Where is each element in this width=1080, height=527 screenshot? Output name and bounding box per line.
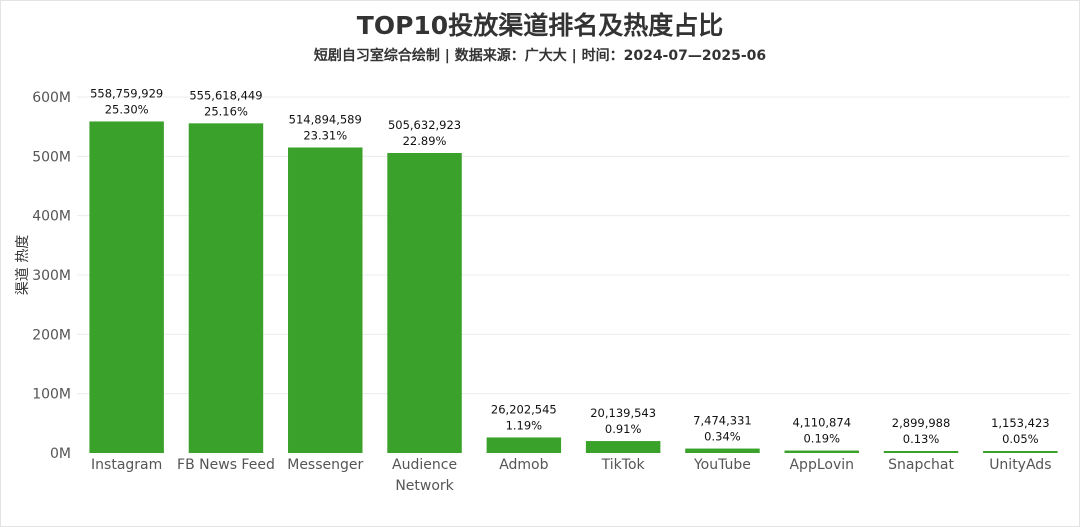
percent-label: 0.13% [903, 432, 940, 446]
x-tick-label: AppLovin [789, 457, 854, 473]
percent-label: 0.34% [704, 430, 741, 444]
x-tick-label: Snapchat [888, 457, 954, 473]
value-label: 1,153,423 [991, 416, 1050, 430]
x-tick-label: Audience [392, 457, 457, 473]
bar [288, 147, 363, 453]
x-tick-label: UnityAds [989, 457, 1051, 473]
x-tick-label: Messenger [287, 457, 363, 473]
value-label: 555,618,449 [189, 88, 262, 102]
value-label: 7,474,331 [693, 414, 752, 428]
x-tick-label: Network [395, 478, 454, 494]
y-axis-label: 渠道 热度 [15, 235, 31, 295]
percent-label: 22.89% [403, 134, 447, 148]
percent-label: 0.19% [803, 432, 840, 446]
bar [585, 441, 661, 453]
percent-label: 1.19% [506, 418, 543, 432]
y-tick-label: 0M [50, 446, 71, 462]
percent-label: 0.05% [1002, 432, 1039, 446]
value-label: 4,110,874 [792, 416, 851, 430]
percent-label: 25.16% [204, 104, 248, 118]
value-label: 505,632,923 [388, 118, 461, 132]
x-axis: Instagram FB News Feed Messenger Audience Ne… [91, 457, 1051, 494]
value-label: 20,139,543 [590, 406, 656, 420]
bar [486, 437, 562, 453]
x-tick-label: Instagram [91, 457, 162, 473]
bar [89, 121, 164, 453]
y-tick-label: 400M [32, 209, 71, 225]
value-label: 558,759,929 [90, 86, 163, 100]
data-labels: 558,759,929 25.30% 555,618,449 25.16% 514,89… [90, 86, 1050, 446]
chart-subtitle: 短剧自习室综合绘制 | 数据来源：广大大 | 时间：2024-07—2025-0… [313, 48, 767, 64]
y-tick-label: 200M [32, 327, 71, 343]
percent-label: 0.91% [605, 422, 642, 436]
bar [784, 450, 859, 453]
percent-label: 23.31% [303, 128, 347, 142]
bar [387, 152, 462, 453]
value-label: 26,202,545 [491, 402, 557, 416]
y-tick-label: 300M [32, 268, 71, 284]
bar [883, 451, 959, 453]
bar [983, 451, 1058, 453]
y-axis: 0M 100M 200M 300M 400M 500M 600M [32, 90, 71, 462]
bar [188, 123, 264, 453]
x-tick-label: Admob [499, 457, 548, 473]
y-tick-label: 100M [32, 387, 71, 403]
percent-label: 25.30% [105, 102, 149, 116]
y-tick-label: 600M [32, 90, 71, 106]
y-tick-label: 500M [32, 149, 71, 165]
x-tick-label: YouTube [693, 457, 751, 473]
x-tick-label: FB News Feed [177, 457, 275, 473]
bars [89, 121, 1058, 453]
x-tick-label: TikTok [601, 457, 646, 473]
value-label: 514,894,589 [289, 112, 362, 126]
value-label: 2,899,988 [892, 416, 951, 430]
bar [685, 448, 760, 453]
chart-title: TOP10投放渠道排名及热度占比 [356, 11, 724, 40]
